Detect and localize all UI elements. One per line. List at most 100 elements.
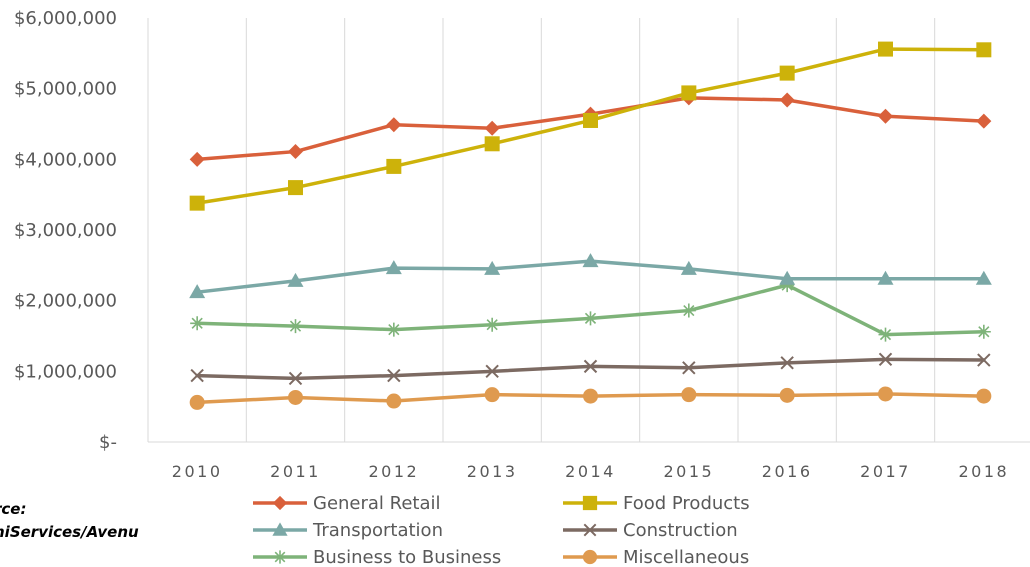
legend-marker [582, 549, 598, 565]
data-point [681, 387, 697, 403]
data-point [878, 352, 893, 367]
data-point [977, 353, 991, 367]
legend-item: Miscellaneous [563, 547, 749, 567]
source-label: rce: [0, 500, 27, 518]
y-tick-label: $1,000,000 [14, 361, 117, 382]
data-point [976, 113, 992, 129]
data-point [485, 364, 499, 379]
data-point [288, 389, 303, 405]
series-miscellaneous [189, 386, 992, 410]
series-business-to-business [190, 278, 991, 342]
gridlines [147, 18, 936, 442]
data-point [288, 144, 303, 160]
data-point [583, 112, 598, 128]
data-point [680, 260, 697, 275]
data-point [878, 108, 893, 124]
data-point [878, 327, 893, 342]
data-point [976, 388, 992, 404]
data-point [386, 158, 402, 174]
data-point [484, 387, 500, 403]
legend-label: General Retail [313, 493, 441, 514]
x-tick-label: 2010 [172, 462, 223, 481]
data-point [484, 120, 500, 136]
data-point [976, 324, 991, 339]
data-point [386, 322, 401, 337]
data-point [385, 260, 402, 275]
legend-label: Construction [623, 520, 738, 541]
legend-marker [273, 550, 287, 564]
series-layer [189, 41, 992, 410]
data-point [189, 195, 205, 211]
series-general-retail [189, 90, 992, 167]
data-point [189, 394, 205, 410]
data-point [779, 65, 795, 81]
legend-item: Food Products [563, 493, 750, 514]
series-construction [190, 352, 991, 386]
data-point [386, 117, 402, 133]
data-point [387, 368, 401, 383]
data-point [583, 388, 598, 404]
data-point [779, 92, 795, 108]
x-tick-label: 2012 [368, 462, 419, 481]
data-point [975, 270, 992, 285]
legend-label: Miscellaneous [623, 547, 749, 567]
series-food-products [189, 41, 992, 211]
data-point [780, 356, 794, 370]
data-point [288, 371, 303, 386]
y-tick-label: $2,000,000 [14, 291, 117, 312]
data-point [878, 41, 893, 57]
data-point [681, 303, 696, 318]
data-point [779, 387, 795, 403]
data-point [583, 311, 598, 326]
data-point [484, 260, 501, 275]
x-tick-label: 2016 [762, 462, 813, 481]
legend-item: Construction [563, 520, 738, 541]
x-tick-label: 2011 [270, 462, 321, 481]
data-point [386, 393, 402, 409]
data-point [189, 284, 206, 299]
series-line [195, 283, 986, 337]
data-point [288, 319, 303, 334]
data-point [779, 270, 796, 285]
legend-item: General Retail [253, 493, 441, 514]
x-tick-label: 2014 [565, 462, 616, 481]
legend-label: Business to Business [313, 547, 501, 567]
data-point [682, 361, 696, 375]
data-point [877, 270, 894, 285]
data-point [583, 359, 598, 374]
y-tick-label: $6,000,000 [14, 8, 117, 29]
data-point [878, 386, 893, 402]
x-tick-label: 2015 [663, 462, 714, 481]
legend-item: Business to Business [253, 547, 501, 567]
series-line [195, 357, 986, 381]
data-point [485, 317, 500, 332]
legend-marker [272, 495, 288, 511]
data-point [484, 136, 500, 152]
data-point [288, 180, 303, 196]
source-value: niServices/Avenu [0, 523, 139, 541]
legend-label: Transportation [312, 520, 443, 541]
data-point [287, 272, 304, 287]
data-point [582, 253, 599, 268]
x-tick-label: 2017 [860, 462, 911, 481]
legend-item: Transportation [253, 520, 443, 541]
x-tick-label: 2018 [958, 462, 1009, 481]
legend-marker [272, 522, 288, 536]
data-point [189, 151, 205, 167]
data-point [976, 42, 992, 58]
legend-marker [583, 523, 597, 537]
legend: General Retail Food Products Transportatio… [253, 493, 750, 567]
legend-label: Food Products [623, 493, 750, 514]
y-tick-label: $5,000,000 [14, 79, 117, 100]
y-tick-label: $4,000,000 [14, 149, 117, 170]
data-point [681, 85, 697, 101]
data-point [780, 278, 795, 293]
data-point [190, 316, 205, 331]
x-tick-label: 2013 [467, 462, 518, 481]
legend-marker [582, 495, 598, 511]
y-tick-label: $- [99, 432, 117, 453]
series-transportation [189, 253, 992, 299]
data-point [190, 368, 204, 383]
y-tick-label: $3,000,000 [14, 220, 117, 241]
